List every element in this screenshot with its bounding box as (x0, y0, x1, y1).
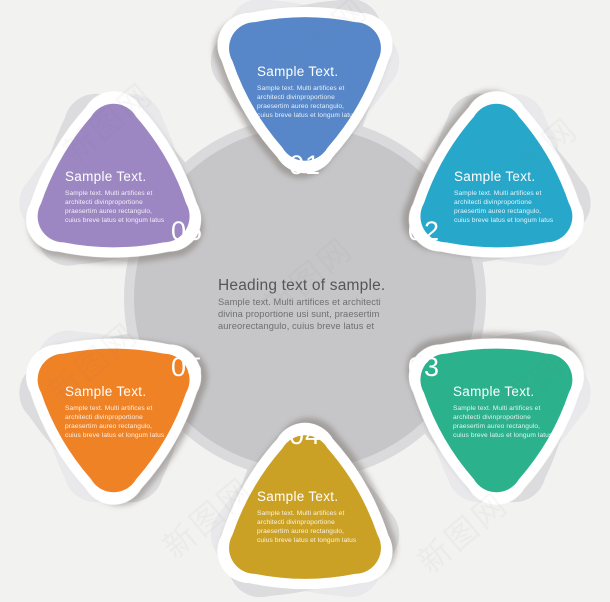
petal-06-body-line1: Sample text. Multi artifices et (65, 190, 152, 197)
center-body-line3: aureorectangulo, cuius breve latus et (218, 321, 374, 331)
petal-06-body-line3: praesertim aureo rectangulo, (65, 208, 152, 215)
center-body-line1: Sample text. Multi artifices et architec… (218, 297, 381, 307)
petal-05-body-line1: Sample text. Multi artifices et (65, 405, 152, 412)
petal-05-body-line2: architecti divinproportione (65, 414, 143, 421)
petal-03-number: 03 (408, 352, 440, 382)
petal-03-body-line2: architecti divinproportione (453, 414, 531, 421)
petal-02-body-line1: Sample text. Multi artifices et (454, 190, 541, 197)
petal-05-body-line4: cuius breve latus et longum latus (65, 432, 165, 439)
petal-03-body-line1: Sample text. Multi artifices et (453, 405, 540, 412)
petal-04-title: Sample Text. (257, 489, 338, 504)
petal-03-title: Sample Text. (453, 384, 534, 399)
petal-02-body-line3: praesertim aureo rectangulo, (454, 208, 541, 215)
petal-03-text: Sample Text. Sample text. Multi artifice… (408, 352, 553, 439)
petal-01-body-line4: cuius breve latus et longum latus (257, 112, 357, 119)
petal-04-text: Sample Text. Sample text. Multi artifice… (257, 420, 357, 544)
petal-02-title: Sample Text. (454, 169, 535, 184)
petal-04-body-line2: architecti divinproportione (257, 519, 335, 526)
petal-04-body-line4: cuius breve latus et longum latus (257, 537, 357, 544)
petal-02-number: 02 (408, 216, 440, 246)
petal-06-number: 06 (171, 216, 203, 246)
petal-06-title: Sample Text. (65, 169, 146, 184)
petal-01-body-line2: architecti divinproportione (257, 94, 335, 101)
center-body-line2: divina proportione usi sunt, praesertim (218, 309, 380, 319)
petal-02-text: Sample Text. Sample text. Multi artifice… (408, 169, 554, 246)
petal-03-body-line3: praesertim aureo rectangulo, (453, 423, 540, 430)
petal-03-body-line4: cuius breve latus et longum latus (453, 432, 553, 439)
center-heading: Heading text of sample. (218, 277, 385, 294)
petal-05-number: 05 (171, 352, 203, 382)
petal-06-text: Sample Text. Sample text. Multi artifice… (65, 169, 203, 246)
petal-01-body-line3: praesertim aureo rectangulo, (257, 103, 344, 110)
petal-02-body-line4: cuius breve latus et longum latus (454, 217, 554, 224)
petal-01-title: Sample Text. (257, 64, 338, 79)
petal-04-body-line3: praesertim aureo rectangulo, (257, 528, 344, 535)
petal-01-body-line1: Sample text. Multi artifices et (257, 85, 344, 92)
petal-01-number: 01 (289, 150, 321, 180)
petal-02-body-line2: architecti divinproportione (454, 199, 532, 206)
petal-05-body-line3: praesertim aureo rectangulo, (65, 423, 152, 430)
center-circle (134, 127, 476, 469)
petal-05-text: Sample Text. Sample text. Multi artifice… (65, 352, 203, 439)
center-text-block: Heading text of sample. Sample text. Mul… (218, 277, 385, 331)
petal-05-title: Sample Text. (65, 384, 146, 399)
petal-06-body-line4: cuius breve latus et longum latus (65, 217, 165, 224)
petal-01-text: Sample Text. Sample text. Multi artifice… (257, 64, 357, 180)
petal-04-body-line1: Sample text. Multi artifices et (257, 510, 344, 517)
petal-06-body-line2: architecti divinproportione (65, 199, 143, 206)
petal-04-number: 04 (289, 420, 321, 450)
